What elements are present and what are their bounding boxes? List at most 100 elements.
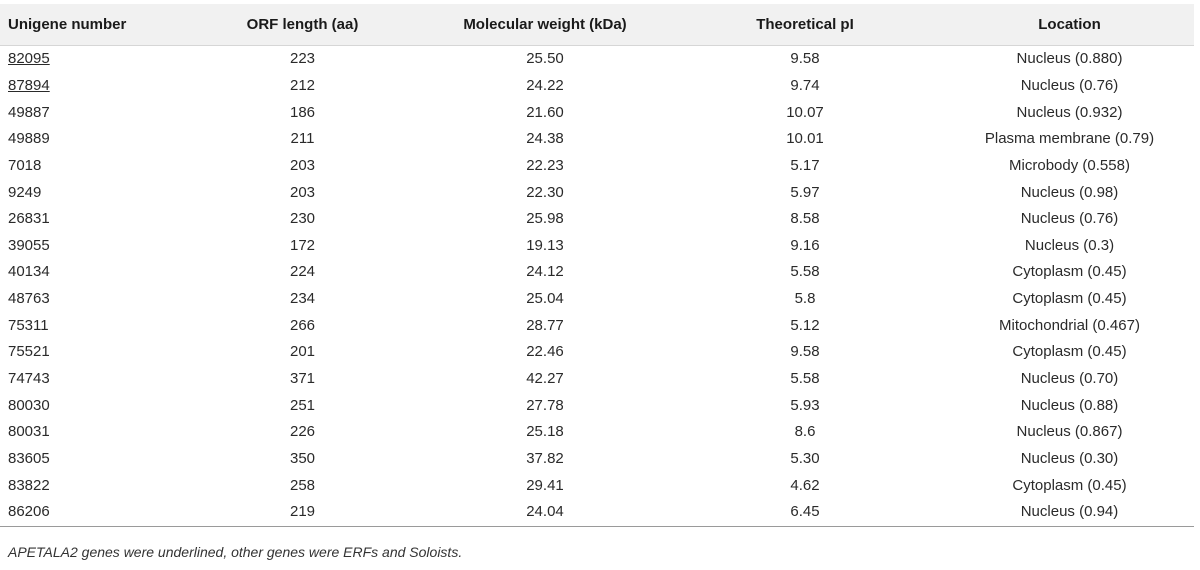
underlined-gene-id: 87894 xyxy=(8,76,50,94)
gene-id: 9249 xyxy=(8,183,42,201)
cell-orf-length: 172 xyxy=(289,236,316,254)
table-row: 83822 258 29.41 4.62 Cytoplasm (0.45) xyxy=(0,472,1194,499)
cell-theoretical-pi: 5.58 xyxy=(790,263,820,281)
cell-orf-length: 203 xyxy=(289,183,316,201)
cell-orf-length: 201 xyxy=(289,343,316,361)
cell-orf-length: 211 xyxy=(290,130,315,148)
gene-id: 83822 xyxy=(8,476,50,494)
cell-molecular-weight: 25.98 xyxy=(526,210,564,228)
cell-orf-length: 371 xyxy=(289,370,316,387)
cell-molecular-weight: 24.38 xyxy=(526,130,564,148)
table-row: 75311 266 28.77 5.12 Mitochondrial (0.467) xyxy=(0,312,1194,339)
table-row: 40134 224 24.12 5.58 Cytoplasm (0.45) xyxy=(0,259,1194,286)
cell-theoretical-pi: 5.17 xyxy=(790,156,820,174)
table-row: 7018 203 22.23 5.17 Microbody (0.558) xyxy=(0,153,1194,180)
cell-location: Nucleus (0.30) xyxy=(1020,449,1119,467)
cell-orf-length: 186 xyxy=(289,103,316,121)
cell-theoretical-pi: 10.01 xyxy=(786,130,824,148)
table-row: 75521 201 22.46 9.58 Cytoplasm (0.45) xyxy=(0,339,1194,366)
cell-theoretical-pi: 5.93 xyxy=(790,396,820,414)
cell-molecular-weight: 28.77 xyxy=(526,316,564,334)
cell-location: Nucleus (0.932) xyxy=(1016,103,1123,121)
gene-id: 80031 xyxy=(8,423,50,441)
cell-location: Nucleus (0.867) xyxy=(1016,423,1123,441)
cell-unigene-number: 80031 xyxy=(0,419,180,446)
gene-id: 26831 xyxy=(8,210,50,228)
cell-unigene-number: 86206 xyxy=(0,498,180,527)
cell-molecular-weight: 19.13 xyxy=(526,236,564,254)
table-row: 74743 371 42.27 5.58 Nucleus (0.70) xyxy=(0,366,1194,393)
cell-location: Nucleus (0.98) xyxy=(1020,183,1119,201)
cell-unigene-number: 75521 xyxy=(0,339,180,366)
cell-location: Cytoplasm (0.45) xyxy=(1012,476,1127,494)
cell-molecular-weight: 25.50 xyxy=(526,50,564,68)
gene-id: 75521 xyxy=(8,343,50,361)
cell-orf-length: 223 xyxy=(289,50,316,68)
table-footnote: APETALA2 genes were underlined, other ge… xyxy=(8,544,463,560)
cell-theoretical-pi: 6.45 xyxy=(665,498,945,527)
cell-molecular-weight: 24.22 xyxy=(526,76,564,94)
cell-molecular-weight: 22.46 xyxy=(526,343,564,361)
cell-theoretical-pi: 8.6 xyxy=(794,423,816,441)
cell-orf-length: 226 xyxy=(289,423,316,441)
cell-location: Nucleus (0.88) xyxy=(1020,396,1119,414)
table-row: 49889 211 24.38 10.01 Plasma membrane (0.79) xyxy=(0,126,1194,153)
cell-theoretical-pi: 5.58 xyxy=(790,370,820,387)
cell-theoretical-pi: 5.12 xyxy=(790,316,820,334)
cell-unigene-number: 74743 xyxy=(0,366,180,393)
cell-location: Nucleus (0.76) xyxy=(1020,76,1119,94)
header-orf-length: ORF length (aa) xyxy=(180,4,425,46)
cell-unigene-number: 49889 xyxy=(0,126,180,153)
cell-location: Cytoplasm (0.45) xyxy=(1012,343,1127,361)
table-row: 9249 203 22.30 5.97 Nucleus (0.98) xyxy=(0,179,1194,206)
cell-molecular-weight: 24.04 xyxy=(425,498,665,527)
gene-id: 80030 xyxy=(8,396,50,414)
table-body: 82095 223 25.50 9.58 Nucleus (0.880) 87894 212… xyxy=(0,46,1194,527)
gene-id: 74743 xyxy=(8,370,50,387)
cell-unigene-number: 40134 xyxy=(0,259,180,286)
gene-id: 83605 xyxy=(8,449,50,467)
cell-location: Plasma membrane (0.79) xyxy=(984,130,1155,148)
header-unigene-number: Unigene number xyxy=(0,4,180,46)
cell-theoretical-pi: 8.58 xyxy=(790,210,820,228)
gene-id: 39055 xyxy=(8,236,50,254)
cell-orf-length: 266 xyxy=(289,316,316,334)
cell-molecular-weight: 42.27 xyxy=(526,370,564,387)
cell-theoretical-pi: 9.58 xyxy=(790,50,820,68)
table-row: 48763 234 25.04 5.8 Cytoplasm (0.45) xyxy=(0,286,1194,313)
table-row: 82095 223 25.50 9.58 Nucleus (0.880) xyxy=(0,46,1194,73)
table-row: 39055 172 19.13 9.16 Nucleus (0.3) xyxy=(0,232,1194,259)
cell-location: Nucleus (0.3) xyxy=(1024,236,1115,254)
gene-table: Unigene number ORF length (aa) Molecular… xyxy=(0,4,1194,527)
cell-orf-length: 350 xyxy=(289,449,316,467)
cell-location: Nucleus (0.880) xyxy=(1016,50,1123,68)
cell-theoretical-pi: 9.16 xyxy=(790,236,820,254)
cell-molecular-weight: 21.60 xyxy=(526,103,564,121)
cell-orf-length: 219 xyxy=(180,498,425,527)
cell-unigene-number: 7018 xyxy=(0,153,180,180)
cell-orf-length: 234 xyxy=(289,290,316,308)
cell-unigene-number: 87894 xyxy=(0,73,180,100)
table-row: 86206 219 24.04 6.45 Nucleus (0.94) xyxy=(0,498,1194,527)
cell-unigene-number: 39055 xyxy=(0,232,180,259)
cell-theoretical-pi: 4.62 xyxy=(790,476,820,494)
cell-theoretical-pi: 9.74 xyxy=(790,76,820,94)
cell-location: Mitochondrial (0.467) xyxy=(999,316,1140,334)
cell-location: Nucleus (0.70) xyxy=(1020,370,1119,387)
cell-theoretical-pi: 5.97 xyxy=(790,183,820,201)
gene-id: 49887 xyxy=(8,103,50,121)
cell-molecular-weight: 37.82 xyxy=(526,449,564,467)
table-row: 80030 251 27.78 5.93 Nucleus (0.88) xyxy=(0,392,1194,419)
cell-orf-length: 203 xyxy=(289,156,316,174)
table-row: 87894 212 24.22 9.74 Nucleus (0.76) xyxy=(0,73,1194,100)
cell-location: Cytoplasm (0.45) xyxy=(1012,263,1127,281)
cell-unigene-number: 75311 xyxy=(0,312,180,339)
cell-molecular-weight: 29.41 xyxy=(526,476,564,494)
cell-unigene-number: 26831 xyxy=(0,206,180,233)
cell-location: Cytoplasm (0.45) xyxy=(1012,290,1127,308)
cell-orf-length: 251 xyxy=(289,396,316,414)
cell-location: Nucleus (0.94) xyxy=(945,498,1194,527)
table-row: 49887 186 21.60 10.07 Nucleus (0.932) xyxy=(0,99,1194,126)
cell-orf-length: 258 xyxy=(289,476,316,494)
